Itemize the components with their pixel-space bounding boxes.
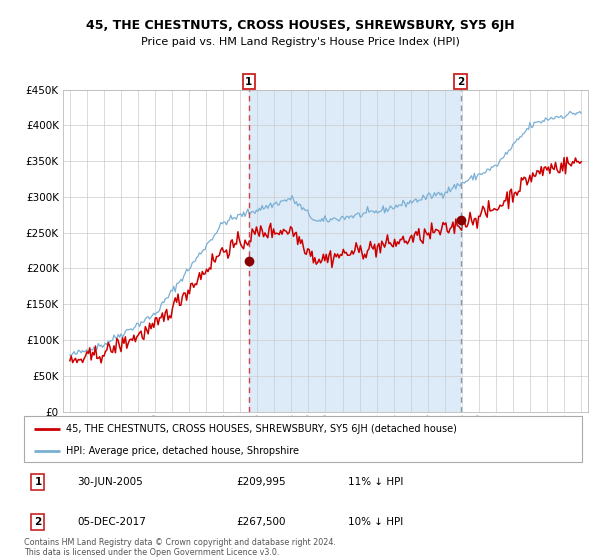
Text: 11% ↓ HPI: 11% ↓ HPI	[347, 477, 403, 487]
Text: 45, THE CHESTNUTS, CROSS HOUSES, SHREWSBURY, SY5 6JH: 45, THE CHESTNUTS, CROSS HOUSES, SHREWSB…	[86, 18, 514, 32]
Text: 1: 1	[34, 477, 41, 487]
Bar	[249, 90, 460, 412]
Text: Price paid vs. HM Land Registry's House Price Index (HPI): Price paid vs. HM Land Registry's House …	[140, 37, 460, 47]
Text: Contains HM Land Registry data © Crown copyright and database right 2024.
This d: Contains HM Land Registry data © Crown c…	[24, 538, 336, 557]
Text: 1: 1	[245, 77, 253, 87]
Text: 05-DEC-2017: 05-DEC-2017	[77, 517, 146, 527]
Text: £209,995: £209,995	[236, 477, 286, 487]
Text: 45, THE CHESTNUTS, CROSS HOUSES, SHREWSBURY, SY5 6JH (detached house): 45, THE CHESTNUTS, CROSS HOUSES, SHREWSB…	[66, 424, 457, 434]
Text: HPI: Average price, detached house, Shropshire: HPI: Average price, detached house, Shro…	[66, 446, 299, 455]
Text: 30-JUN-2005: 30-JUN-2005	[77, 477, 143, 487]
Text: 2: 2	[457, 77, 464, 87]
FancyBboxPatch shape	[24, 416, 582, 462]
Text: 2: 2	[34, 517, 41, 527]
Text: £267,500: £267,500	[236, 517, 286, 527]
Text: 10% ↓ HPI: 10% ↓ HPI	[347, 517, 403, 527]
